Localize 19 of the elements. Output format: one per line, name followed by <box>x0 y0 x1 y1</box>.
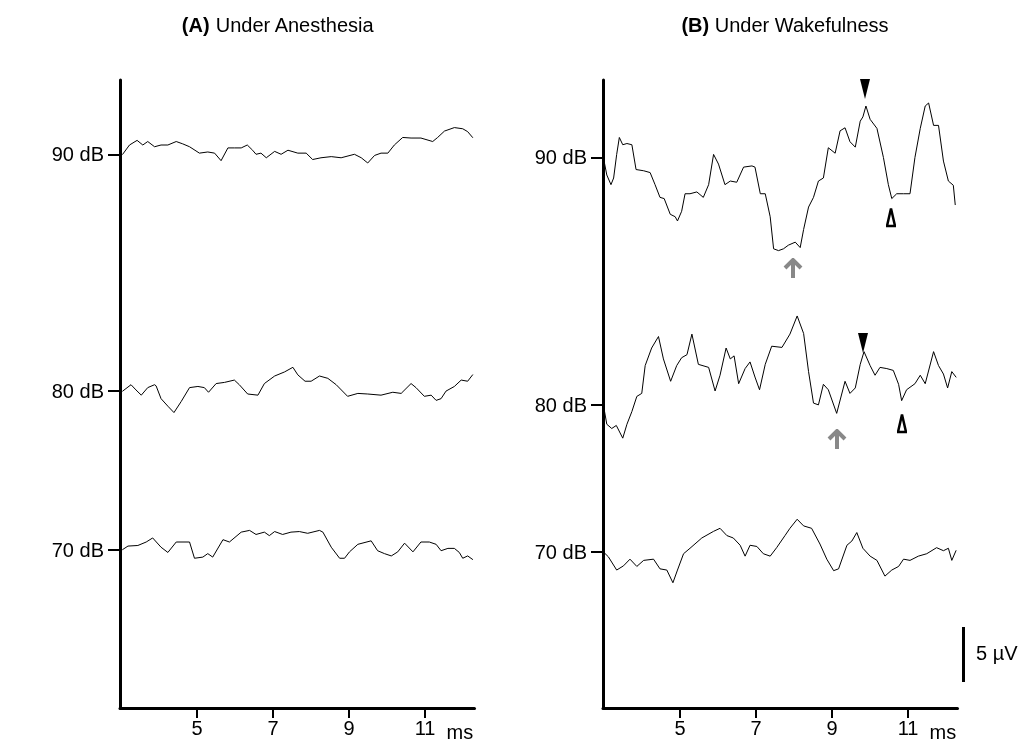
x-axis-title: ms <box>446 721 474 742</box>
x-tick-label: 7 <box>750 717 762 739</box>
x-tick-label: 9 <box>343 717 355 739</box>
legend-label: 90 dB <box>534 146 587 169</box>
x-axis-title: ms <box>929 721 957 742</box>
legend-label: 90 dB <box>51 143 104 166</box>
x-tick-label: 9 <box>826 717 838 739</box>
legend-label: 70 dB <box>534 540 587 563</box>
x-tick-label: 5 <box>191 717 203 739</box>
legend-label: 80 dB <box>51 380 104 403</box>
text: 5 µV <box>976 642 1018 665</box>
x-tick-label: 11 <box>414 717 436 739</box>
x-tick-label: 5 <box>674 717 686 739</box>
x-tick-label: 11 <box>897 717 919 739</box>
chart-title: (A) Under Anesthesia <box>181 14 375 36</box>
chart-title: (B) Under Wakefulness <box>681 14 889 36</box>
x-tick-label: 7 <box>267 717 279 739</box>
legend-label: 70 dB <box>51 538 104 561</box>
legend-label: 80 dB <box>534 393 587 416</box>
